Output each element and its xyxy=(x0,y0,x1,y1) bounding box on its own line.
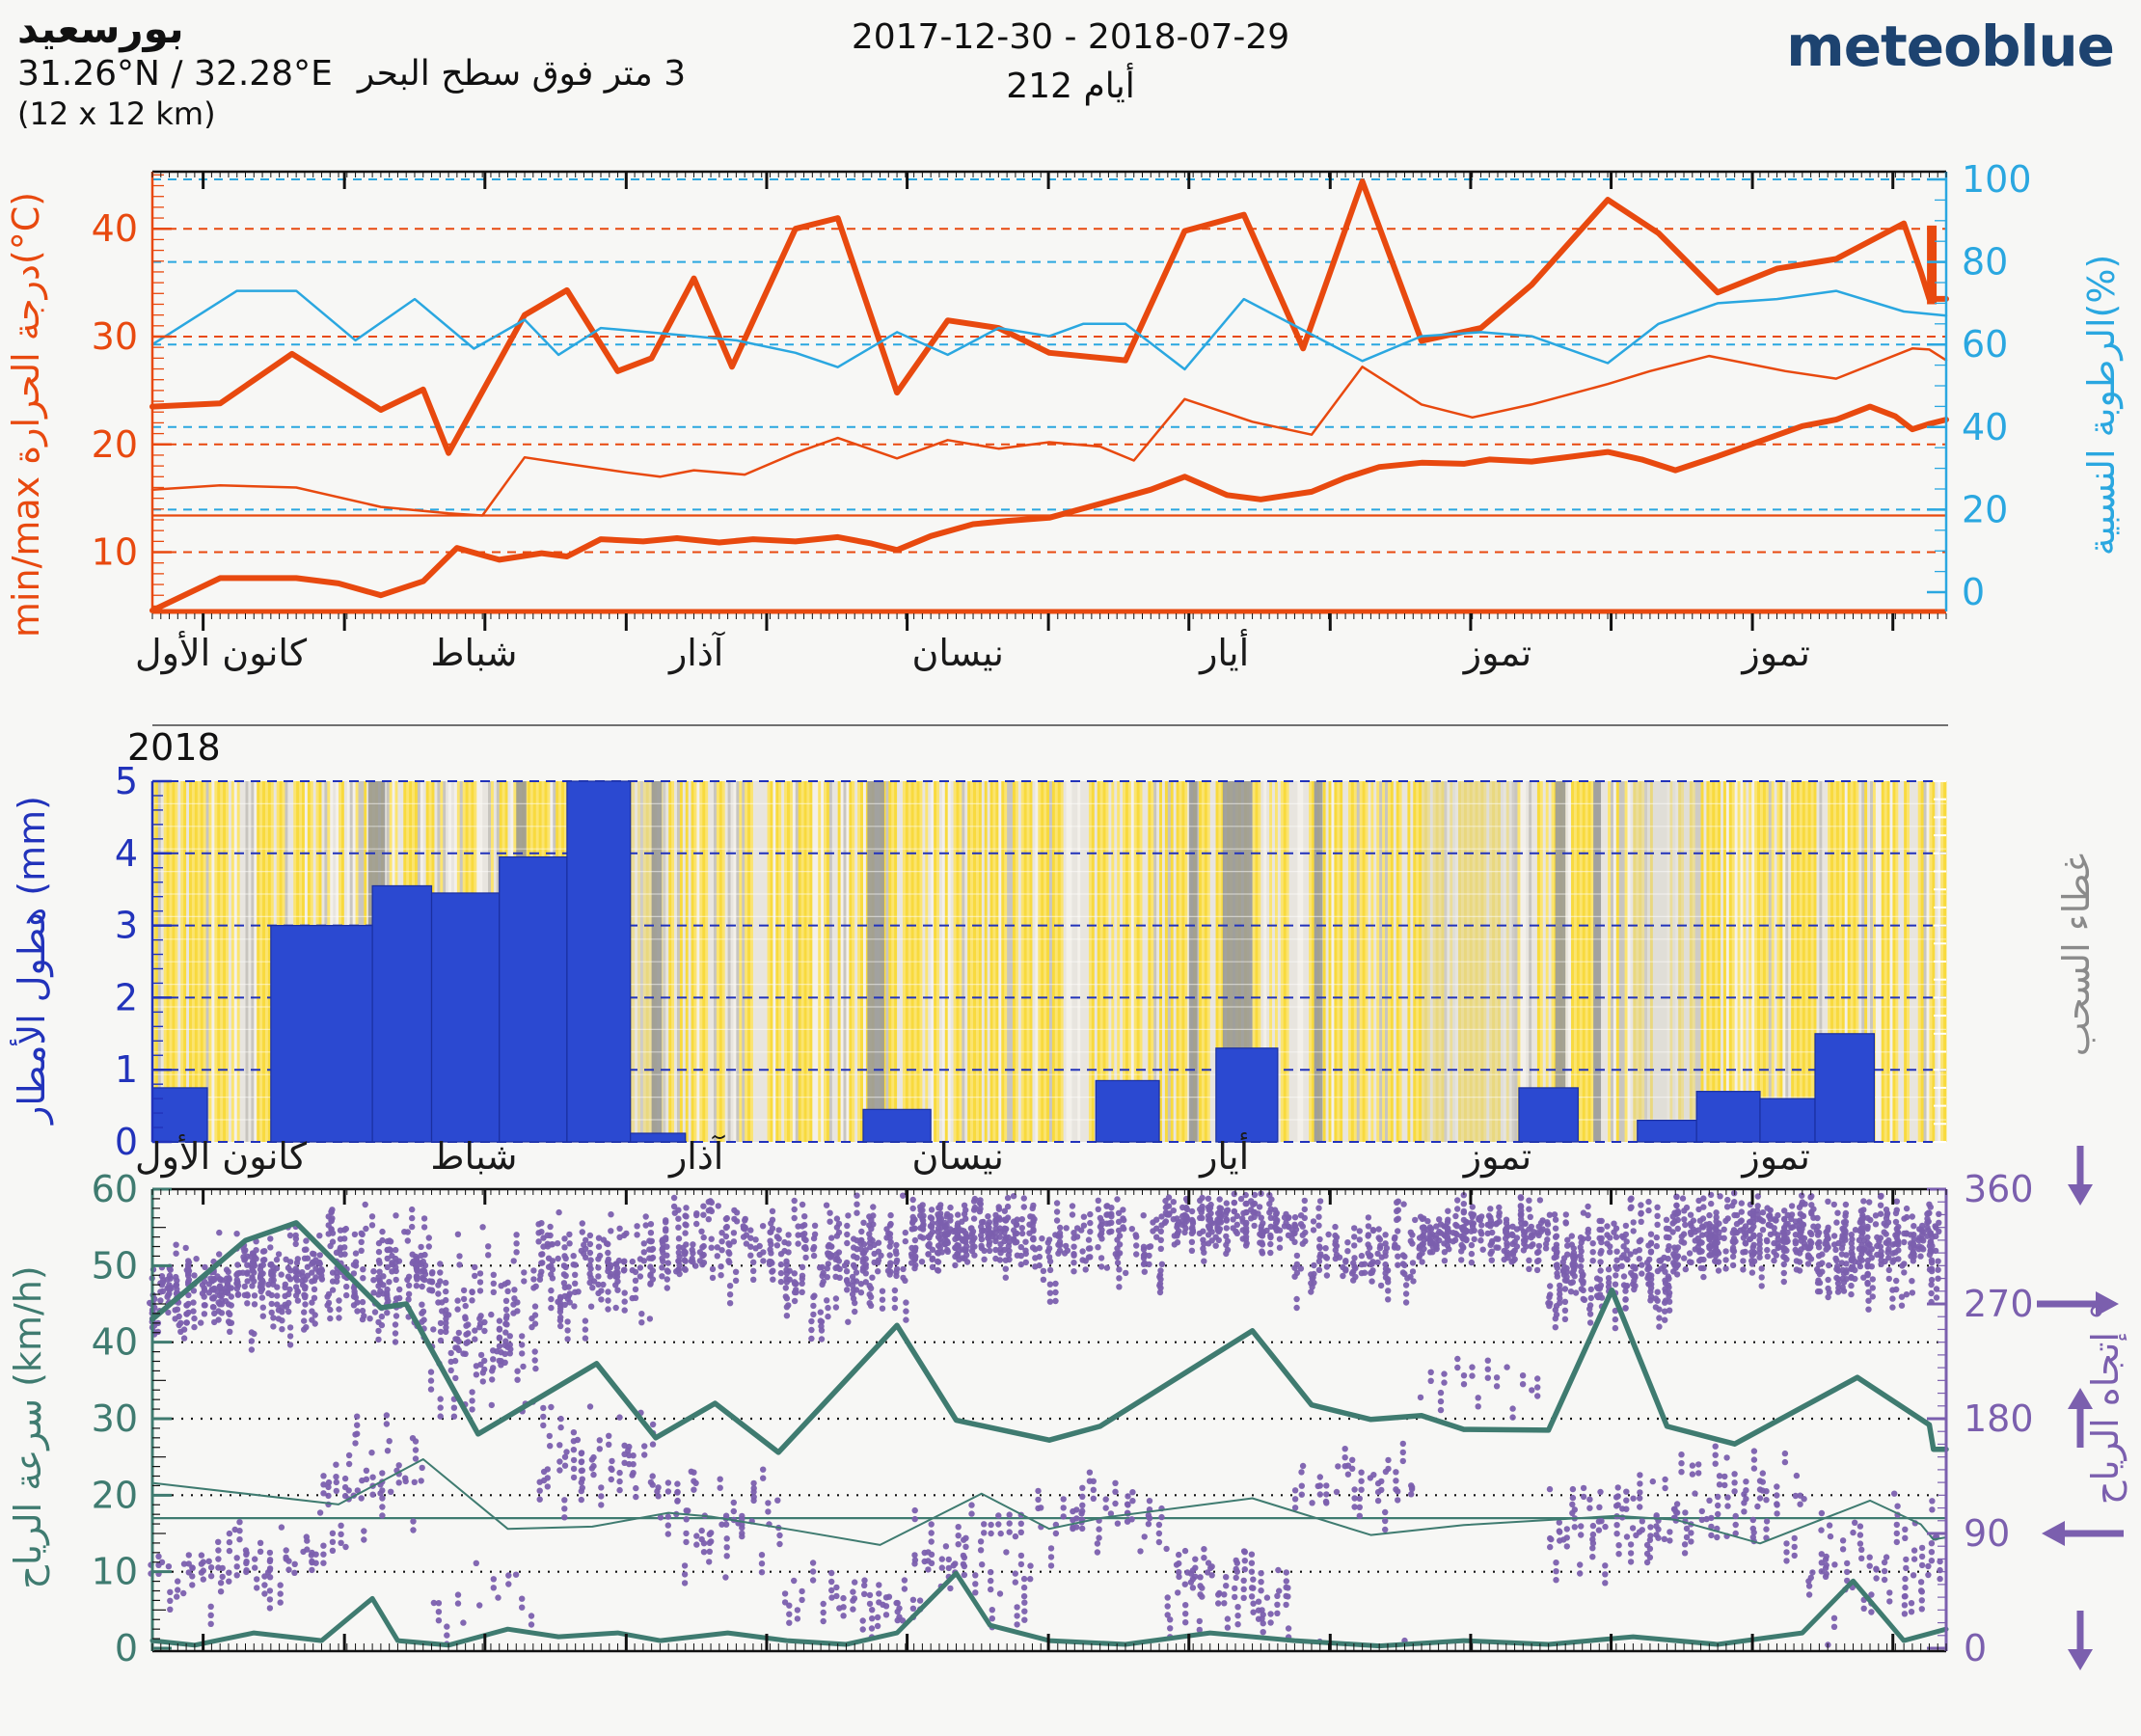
coordinates: 31.26°N / 32.28°E xyxy=(17,54,333,95)
svg-text:10: 10 xyxy=(92,531,138,574)
precipitation-bar xyxy=(151,1087,208,1143)
svg-text:تموز: تموز xyxy=(1462,632,1532,675)
svg-text:1: 1 xyxy=(115,1048,138,1091)
month-labels-temperature: كانون الأول شباط آذار نيسان أيار تموز تموز 2018 xyxy=(127,629,1948,769)
svg-text:20: 20 xyxy=(1962,488,2008,530)
precipitation-bar xyxy=(1814,1033,1876,1143)
relative_humidity-line xyxy=(150,289,1948,371)
arrow-down-icon xyxy=(2068,1184,2093,1206)
svg-text:نيسان: نيسان xyxy=(912,632,1004,674)
arrow-up-icon xyxy=(2068,1388,2093,1409)
temperature-gridlines xyxy=(152,178,1946,554)
cloud-cover-strip xyxy=(152,781,1947,1142)
coordinates-line: 31.26°N / 32.28°E 3 متر فوق سطح البحر xyxy=(17,52,686,95)
svg-text:أيار: أيار xyxy=(1198,629,1249,674)
svg-text:4: 4 xyxy=(115,832,138,875)
svg-text:40: 40 xyxy=(92,207,138,250)
wind_speed_mean-line xyxy=(151,1458,1947,1546)
svg-text:2018: 2018 xyxy=(127,726,221,769)
precipitation-bar xyxy=(270,924,373,1143)
svg-text:40: 40 xyxy=(1962,406,2008,448)
svg-text:60: 60 xyxy=(1962,323,2008,366)
precipitation-bar xyxy=(371,884,433,1143)
days-count: 212 أيام xyxy=(1006,67,1135,106)
svg-text:20: 20 xyxy=(92,423,138,466)
precipitation-bar xyxy=(1518,1087,1579,1143)
wind-gridlines xyxy=(152,1264,1946,1573)
svg-text:شباط: شباط xyxy=(430,632,517,674)
temperature_min-line xyxy=(149,403,1949,613)
svg-text:80: 80 xyxy=(1962,241,2008,284)
wind-direction-arrows xyxy=(2037,1146,2124,1670)
period-block: 2017-12-30 - 2018-07-29 212 أيام xyxy=(829,17,1312,106)
arrow-left-icon xyxy=(2042,1521,2065,1546)
temperature-end-marker xyxy=(1927,225,1938,305)
precipitation-axes: 0 1 2 3 4 5 xyxy=(115,760,1946,1163)
svg-text:0: 0 xyxy=(1962,571,1985,613)
location-block: بورسعيد 31.26°N / 32.28°E 3 متر فوق سطح ا… xyxy=(17,5,686,133)
wind-direction-dots xyxy=(147,1190,1943,1648)
svg-text:30: 30 xyxy=(92,315,138,358)
svg-text:تموز: تموز xyxy=(1740,632,1810,675)
temperature_mean-line xyxy=(150,347,1948,517)
grid-resolution: (12 x 12 km) xyxy=(17,95,216,133)
temperature-series xyxy=(149,178,1949,613)
svg-text:5: 5 xyxy=(115,760,138,802)
wind-speed-series xyxy=(149,1220,1949,1649)
precipitation-bar xyxy=(499,855,568,1143)
precipitation-bar xyxy=(862,1108,932,1143)
month-labels-precipitation: كانون الأول شباط آذار نيسان أيار تموز تموز xyxy=(135,1132,1810,1179)
header: بورسعيد 31.26°N / 32.28°E 3 متر فوق سطح ا… xyxy=(0,0,2141,169)
wind_speed_min-line xyxy=(149,1570,1949,1649)
meteoblue-logo: meteoblue xyxy=(1786,14,2115,79)
elevation: 3 متر فوق سطح البحر xyxy=(357,54,687,95)
temperature-axes: 10 20 30 40 0 20 40 60 80 100 xyxy=(92,158,2032,631)
city-name: بورسعيد xyxy=(17,5,184,52)
precipitation-bar xyxy=(1095,1079,1160,1143)
precipitation-bar xyxy=(566,780,632,1143)
svg-text:0: 0 xyxy=(115,1121,138,1163)
arrow-right-icon xyxy=(2096,1291,2119,1316)
svg-text:آذار: آذار xyxy=(667,631,725,674)
arrow-down-icon xyxy=(2068,1649,2093,1670)
svg-text:3: 3 xyxy=(115,905,138,947)
precipitation-bar xyxy=(1215,1047,1279,1143)
wind_speed_max-line xyxy=(149,1220,1949,1455)
svg-text:2: 2 xyxy=(115,976,138,1018)
svg-text:كانون الأول: كانون الأول xyxy=(135,630,308,675)
svg-text:100: 100 xyxy=(1962,158,2032,201)
precipitation-bar xyxy=(430,892,501,1143)
precipitation-bar xyxy=(1637,1119,1697,1143)
precipitation-bar xyxy=(630,1132,687,1143)
temperature_max-line xyxy=(149,178,1949,456)
axis-titles: min/max درجة الحرارة(°C)الرطوبة النسبية(… xyxy=(5,192,2127,1589)
precipitation-bar xyxy=(1759,1098,1816,1143)
precipitation-bars xyxy=(151,780,1876,1143)
date-range: 2017-12-30 - 2018-07-29 xyxy=(851,17,1290,57)
